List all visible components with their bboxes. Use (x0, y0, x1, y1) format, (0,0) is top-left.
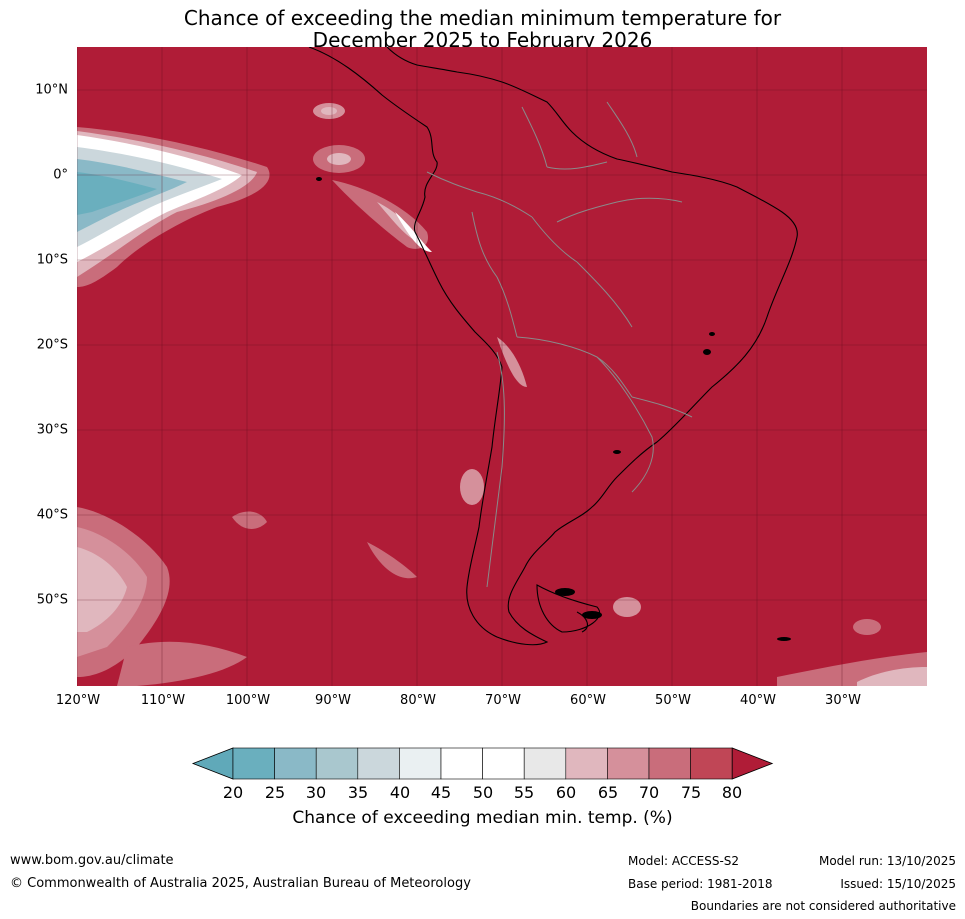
lon-label-100w: 100°W (225, 693, 271, 708)
colorbar-tick-35: 35 (347, 783, 369, 802)
islands-and-lakes (316, 177, 791, 641)
colorbar-segment (690, 747, 733, 780)
lon-label-80w: 80°W (400, 693, 436, 708)
coastline (308, 47, 798, 646)
lat-label-10n: 10°N (35, 82, 68, 98)
lat-label-30s: 30°S (36, 422, 68, 438)
colorbar-tick-25: 25 (264, 783, 286, 802)
colorbar-tick-40: 40 (389, 783, 411, 802)
colorbar-segment (274, 747, 317, 780)
lat-label-40s: 40°S (36, 507, 68, 523)
map-title-line2: December 2025 to February 2026 (312, 28, 653, 52)
colorbar-segment (357, 747, 400, 780)
lon-label-50w: 50°W (655, 693, 691, 708)
colorbar-tick-60: 60 (555, 783, 577, 802)
minor-anomaly-patches (117, 103, 927, 686)
colorbar-segment (607, 747, 650, 780)
lon-label-90w: 90°W (315, 693, 351, 708)
colorbar-arrow-high (731, 747, 774, 780)
colorbar-segment (440, 747, 483, 780)
lat-label-50s: 50°S (36, 592, 68, 608)
colorbar-segment (232, 747, 275, 780)
colorbar-tick-50: 50 (472, 783, 494, 802)
lon-label-70w: 70°W (485, 693, 521, 708)
colorbar-segment (315, 747, 359, 780)
lon-label-60w: 60°W (570, 693, 606, 708)
country-borders (426, 101, 693, 588)
colorbar-segment (648, 747, 691, 780)
footer-base-period: Base period: 1981-2018 (628, 877, 773, 891)
footer-issued: Issued: 15/10/2025 (840, 877, 956, 891)
cool-anomaly-region (77, 127, 270, 287)
colorbar-tick-70: 70 (638, 783, 660, 802)
colorbar-tick-80: 80 (721, 783, 743, 802)
lon-label-110w: 110°W (140, 693, 186, 708)
footer-disclaimer: Boundaries are not considered authoritat… (690, 899, 956, 913)
colorbar-segment (523, 747, 567, 780)
map-panel (77, 47, 927, 686)
lon-label-120w: 120°W (55, 693, 101, 708)
map-title-line1: Chance of exceeding the median minimum t… (183, 6, 782, 30)
footer-model: Model: ACCESS-S2 (628, 854, 740, 868)
lat-label-10s: 10°S (36, 252, 68, 268)
lon-label-30w: 30°W (825, 693, 861, 708)
lon-label-40w: 40°W (740, 693, 776, 708)
colorbar-tick-20: 20 (222, 783, 244, 802)
colorbar-tick-55: 55 (513, 783, 535, 802)
colorbar-segment (565, 747, 608, 780)
colorbar (191, 747, 774, 780)
colorbar-arrow-low (191, 747, 234, 780)
lat-label-0: 0° (53, 167, 68, 183)
colorbar-label: Chance of exceeding median min. temp. (%… (292, 808, 673, 828)
colorbar-segment (399, 747, 442, 780)
colorbar-tick-45: 45 (430, 783, 452, 802)
footer-model-run: Model run: 13/10/2025 (818, 854, 956, 868)
colorbar-tick-75: 75 (680, 783, 702, 802)
footer-website: www.bom.gov.au/climate (10, 853, 174, 868)
lat-label-20s: 20°S (36, 337, 68, 353)
footer-copyright: © Commonwealth of Australia 2025, Austra… (10, 876, 471, 891)
colorbar-tick-65: 65 (597, 783, 619, 802)
southwest-light-region (77, 507, 170, 677)
colorbar-tick-30: 30 (305, 783, 327, 802)
colorbar-segment (482, 747, 525, 780)
